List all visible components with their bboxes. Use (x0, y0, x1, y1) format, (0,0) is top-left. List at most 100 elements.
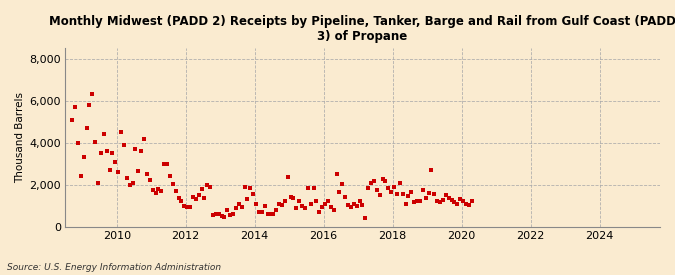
Point (274, 201, 285, 206)
Point (291, 205, 302, 210)
Point (234, 201, 244, 206)
Point (211, 211, 221, 216)
Point (262, 211, 273, 216)
Text: Source: U.S. Energy Information Administration: Source: U.S. Energy Information Administ… (7, 263, 221, 272)
Point (153, 187, 164, 191)
Point (334, 190, 345, 194)
Point (165, 174, 176, 178)
Point (279, 199, 290, 204)
Point (323, 199, 333, 204)
Point (406, 190, 416, 194)
Point (127, 180, 138, 185)
Point (213, 211, 224, 216)
Point (84, 103, 95, 107)
Point (190, 197, 201, 202)
Point (236, 204, 247, 209)
Point (76, 174, 86, 178)
Point (101, 149, 112, 153)
Point (458, 199, 468, 204)
Point (133, 169, 144, 173)
Point (259, 204, 270, 208)
Point (375, 193, 385, 197)
Point (371, 188, 382, 192)
Point (216, 214, 227, 218)
Point (441, 193, 452, 197)
Point (231, 205, 242, 210)
Point (294, 199, 304, 204)
Point (161, 161, 172, 166)
Point (282, 175, 293, 180)
Point (302, 186, 313, 190)
Point (196, 187, 207, 191)
Point (363, 186, 374, 190)
Point (90, 139, 101, 144)
Point (271, 208, 281, 212)
Point (78, 155, 89, 160)
Point (193, 193, 204, 197)
Point (87, 92, 98, 97)
Point (369, 179, 379, 184)
Point (179, 204, 190, 208)
Point (360, 216, 371, 220)
Point (443, 196, 454, 200)
Point (81, 126, 92, 130)
Point (144, 178, 155, 183)
Point (317, 205, 327, 210)
Point (167, 182, 178, 186)
Point (423, 191, 434, 195)
Point (142, 172, 153, 176)
Point (245, 186, 256, 190)
Point (426, 168, 437, 172)
Point (265, 212, 276, 216)
Point (124, 182, 135, 187)
Point (227, 212, 238, 216)
Point (409, 200, 420, 205)
Point (340, 195, 350, 199)
Point (383, 186, 394, 190)
Point (130, 147, 141, 151)
Point (403, 194, 414, 198)
Point (392, 192, 402, 196)
Point (460, 201, 471, 206)
Point (199, 196, 210, 200)
Point (435, 200, 446, 205)
Point (311, 199, 322, 204)
Point (122, 176, 132, 181)
Point (412, 199, 423, 204)
Point (107, 151, 118, 155)
Point (288, 196, 299, 200)
Point (437, 198, 448, 203)
Point (446, 198, 457, 203)
Point (325, 204, 336, 209)
Point (115, 130, 126, 134)
Point (250, 201, 261, 206)
Point (432, 199, 443, 204)
Point (202, 182, 213, 187)
Point (188, 195, 198, 199)
Point (147, 188, 158, 192)
Point (170, 189, 181, 193)
Point (150, 191, 161, 195)
Point (256, 210, 267, 214)
Point (92, 180, 103, 185)
Point (308, 186, 319, 190)
Point (176, 199, 187, 204)
Point (277, 202, 288, 207)
Point (320, 201, 331, 206)
Point (398, 192, 408, 196)
Point (455, 197, 466, 202)
Point (464, 202, 475, 207)
Point (348, 201, 359, 206)
Point (357, 202, 368, 207)
Point (184, 204, 195, 209)
Point (136, 149, 146, 153)
Point (337, 182, 348, 186)
Point (254, 210, 265, 214)
Point (331, 172, 342, 176)
Point (173, 196, 184, 200)
Point (328, 208, 339, 212)
Point (239, 185, 250, 189)
Point (182, 204, 192, 209)
Y-axis label: Thousand Barrels: Thousand Barrels (15, 92, 25, 183)
Point (300, 205, 310, 210)
